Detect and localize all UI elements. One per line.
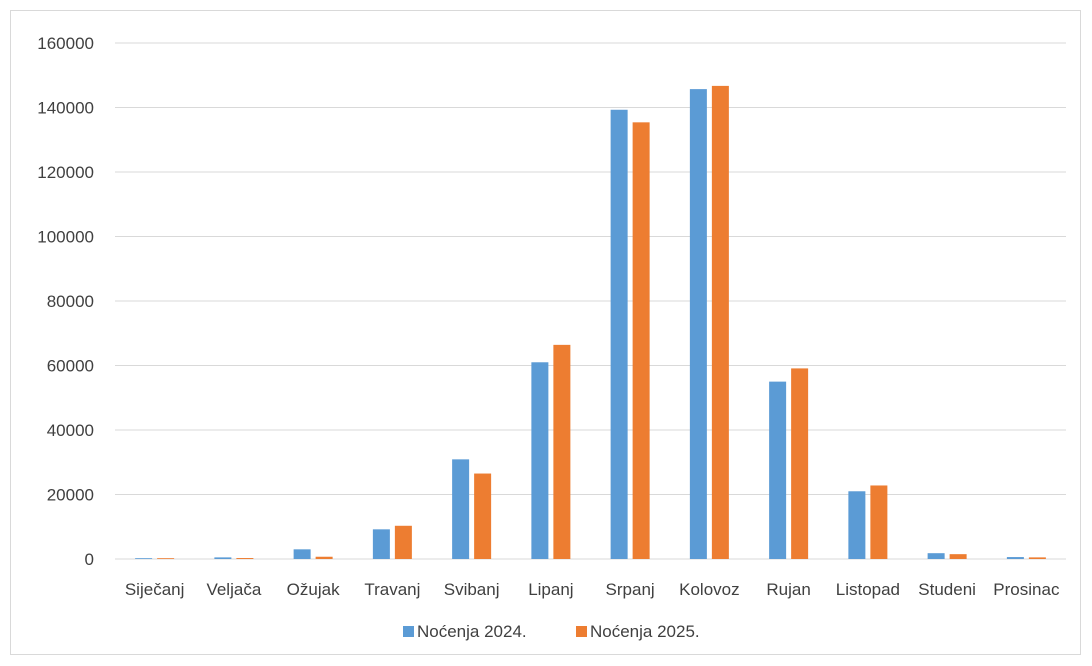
y-tick-label: 160000 (37, 34, 94, 53)
y-tick-label: 20000 (47, 486, 94, 505)
y-tick-label: 120000 (37, 163, 94, 182)
bar-series1 (769, 381, 787, 559)
legend-label: Noćenja 2025. (590, 622, 700, 641)
bar-series1 (452, 459, 470, 559)
x-tick-label: Rujan (766, 580, 810, 599)
chart-frame: 0 20000 40000 60000 80000 100000 120000 140000 1… (10, 10, 1081, 655)
bar-series2 (394, 525, 412, 559)
x-tick-label: Ožujak (287, 580, 340, 599)
bar-series1 (610, 109, 628, 559)
x-tick-label: Svibanj (444, 580, 500, 599)
gridlines (115, 42, 1066, 560)
bar-series1 (927, 553, 945, 559)
bar-series2 (553, 344, 571, 559)
x-tick-label: Studeni (918, 580, 976, 599)
bar-series2 (632, 122, 650, 560)
y-tick-label: 140000 (37, 99, 94, 118)
legend-label: Noćenja 2024. (417, 622, 527, 641)
bar-series2 (236, 558, 254, 559)
bar-series2 (474, 473, 492, 559)
y-tick-label: 0 (85, 550, 94, 569)
x-tick-label: Kolovoz (679, 580, 739, 599)
y-tick-label: 60000 (47, 357, 94, 376)
x-tick-label: Listopad (836, 580, 900, 599)
bar-series1 (531, 362, 549, 559)
y-tick-label: 80000 (47, 292, 94, 311)
bar-series1 (372, 529, 390, 559)
bar-series1 (135, 558, 153, 559)
x-tick-label: Siječanj (125, 580, 185, 599)
bar-series2 (711, 85, 729, 559)
x-tick-label: Prosinac (993, 580, 1060, 599)
bar-series2 (1028, 557, 1046, 559)
bar-series2 (870, 485, 888, 559)
bar-series1 (689, 89, 707, 560)
bar-series2 (791, 368, 809, 559)
y-tick-label: 100000 (37, 228, 94, 247)
bar-series1 (293, 549, 311, 559)
bar-series1 (848, 491, 866, 559)
legend-swatch (576, 626, 587, 637)
x-tick-label: Veljača (206, 580, 261, 599)
bar-series2 (949, 554, 967, 559)
bars (135, 85, 1046, 560)
legend-swatch (403, 626, 414, 637)
bar-chart: 0 20000 40000 60000 80000 100000 120000 140000 1… (37, 34, 1066, 641)
bar-series1 (1006, 557, 1024, 559)
bar-series2 (315, 556, 333, 559)
y-axis-ticks: 0 20000 40000 60000 80000 100000 120000 140000 1… (37, 34, 94, 569)
x-tick-label: Travanj (364, 580, 420, 599)
bar-series2 (157, 558, 175, 559)
x-tick-label: Srpanj (606, 580, 655, 599)
bar-series1 (214, 557, 232, 559)
x-axis-ticks: Siječanj Veljača Ožujak Travanj Svibanj Lipan… (125, 580, 1060, 599)
y-tick-label: 40000 (47, 421, 94, 440)
x-tick-label: Lipanj (528, 580, 573, 599)
legend: Noćenja 2024. Noćenja 2025. (403, 622, 700, 641)
